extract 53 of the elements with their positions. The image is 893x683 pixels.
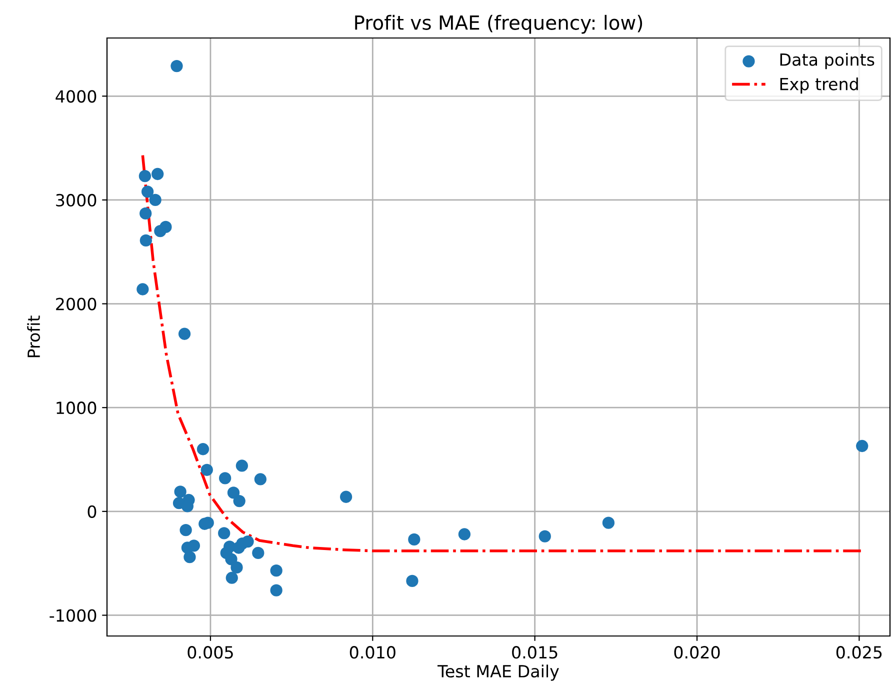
point (218, 472, 232, 484)
x-tick-label: 0.005 (188, 646, 233, 659)
line-series (141, 154, 864, 552)
point (178, 328, 191, 340)
point (141, 186, 154, 198)
point (270, 584, 282, 596)
legend-label: Data points (780, 53, 874, 70)
point (218, 527, 230, 540)
point (226, 572, 238, 584)
point (188, 540, 200, 552)
point (180, 524, 192, 536)
point (152, 168, 164, 180)
point (174, 486, 186, 498)
x-tick-label: 0.020 (674, 646, 720, 659)
point (227, 486, 240, 499)
point (340, 490, 352, 503)
point (196, 443, 210, 456)
point (140, 234, 152, 247)
point (254, 473, 266, 486)
x-axis-title: Test MAE Daily (438, 664, 559, 681)
point (140, 207, 152, 220)
y-tick-label: 3000 (56, 194, 96, 207)
y-tick-label: 0 (88, 505, 96, 518)
point (252, 546, 264, 560)
x-tick-label: 0.010 (350, 646, 396, 659)
point (138, 170, 152, 182)
y-axis-title: Profit (27, 316, 40, 358)
point (602, 516, 615, 529)
chart-title: Profit vs MAE (frequency: low) (355, 14, 642, 34)
y-tick-label: 1000 (56, 402, 96, 414)
point (408, 533, 420, 546)
point (184, 551, 196, 564)
point (200, 464, 213, 476)
point (856, 440, 868, 452)
y-tick-label: 2000 (56, 298, 96, 310)
legend-label: Exp trend (780, 77, 858, 94)
y-tick-label: 4000 (56, 90, 96, 103)
point (154, 225, 166, 238)
point (170, 60, 183, 72)
point (225, 553, 238, 566)
point (230, 561, 243, 574)
point (406, 574, 418, 588)
point (136, 283, 149, 296)
point (270, 564, 282, 577)
y-tick-label: -1000 (50, 609, 96, 622)
x-tick-label: 0.025 (836, 646, 882, 659)
point (236, 460, 248, 472)
point (149, 194, 162, 206)
point (538, 530, 551, 542)
point (458, 528, 471, 540)
point (233, 494, 246, 508)
x-tick-label: 0.015 (512, 646, 558, 659)
point (242, 535, 254, 548)
